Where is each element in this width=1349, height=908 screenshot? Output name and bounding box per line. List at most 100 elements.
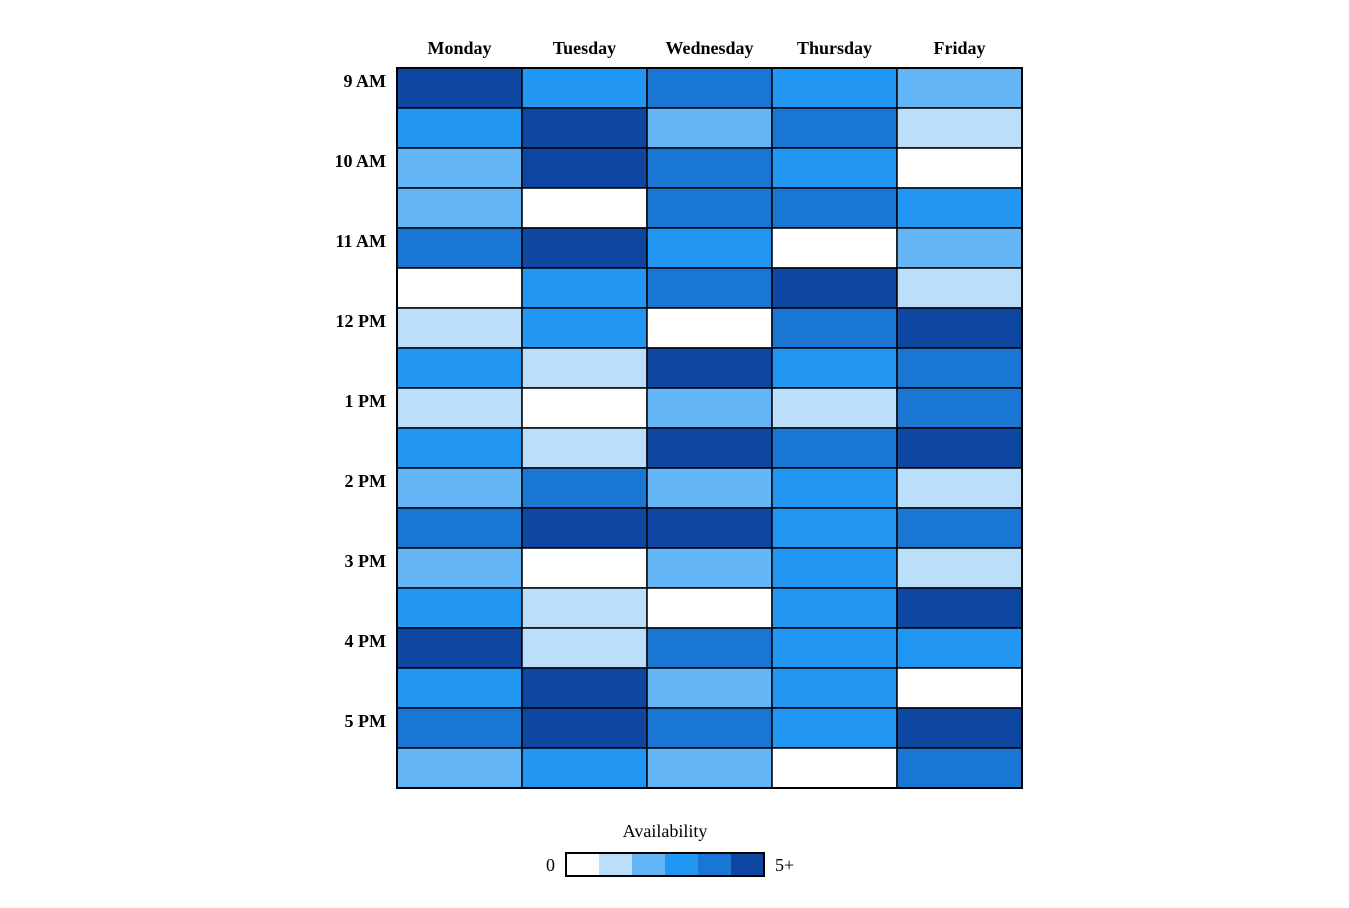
legend-swatch: [566, 853, 600, 876]
time-row-labels: 9 AM 10 AM 11 AM 12 PM 1 PM 2 PM 3 PM 4 PM 5 PM: [335, 71, 387, 731]
heatmap-cell: [646, 667, 773, 709]
heatmap-cell: [896, 107, 1023, 149]
heatmap-cell: [521, 307, 648, 349]
time-label: 4 PM: [345, 631, 386, 651]
heatmap-cell: [771, 187, 898, 229]
heatmap-cell: [646, 467, 773, 509]
heatmap-cell: [646, 547, 773, 589]
heatmap-cell: [896, 427, 1023, 469]
heatmap-cell: [646, 187, 773, 229]
heatmap-cell: [396, 227, 523, 269]
legend-swatch: [599, 853, 633, 876]
heatmap-cell: [646, 587, 773, 629]
heatmap-cell: [771, 507, 898, 549]
heatmap-cell: [396, 627, 523, 669]
time-label: 2 PM: [345, 471, 386, 491]
heatmap-cell: [396, 387, 523, 429]
heatmap-cell: [396, 347, 523, 389]
legend-swatch: [632, 853, 666, 876]
heatmap-cell: [771, 427, 898, 469]
time-label: 11 AM: [335, 231, 386, 251]
time-label: 5 PM: [345, 711, 386, 731]
heatmap-cell: [396, 747, 523, 789]
heatmap-cell: [896, 267, 1023, 309]
heatmap-cell: [771, 387, 898, 429]
heatmap-cell: [646, 387, 773, 429]
legend-border: [565, 852, 765, 877]
day-label: Friday: [934, 38, 986, 58]
heatmap-cell: [521, 67, 648, 109]
heatmap-cell: [396, 147, 523, 189]
heatmap-cell: [646, 507, 773, 549]
heatmap-cell: [646, 147, 773, 189]
heatmap-cell: [521, 427, 648, 469]
heatmap-cell: [521, 507, 648, 549]
heatmap-cell: [771, 347, 898, 389]
heatmap-cell: [521, 587, 648, 629]
heatmap-cell: [521, 387, 648, 429]
day-label: Tuesday: [553, 38, 616, 58]
heatmap-cell: [646, 347, 773, 389]
legend-max-label: 5+: [775, 855, 794, 875]
heatmap-cell: [896, 307, 1023, 349]
time-label: 10 AM: [335, 151, 387, 171]
heatmap-cell: [521, 467, 648, 509]
heatmap-cell: [646, 267, 773, 309]
heatmap-cell: [396, 587, 523, 629]
heatmap-cell: [771, 107, 898, 149]
heatmap-cell: [771, 307, 898, 349]
heatmap-cell: [646, 307, 773, 349]
heatmap-cell: [646, 627, 773, 669]
heatmap-cell: [771, 587, 898, 629]
heatmap-cells: [396, 67, 1023, 789]
heatmap-cell: [396, 267, 523, 309]
heatmap-cell: [396, 107, 523, 149]
heatmap-cell: [521, 107, 648, 149]
heatmap-cell: [521, 627, 648, 669]
time-label: 3 PM: [345, 551, 386, 571]
heatmap-cell: [521, 227, 648, 269]
heatmap-cell: [396, 547, 523, 589]
heatmap-cell: [521, 747, 648, 789]
heatmap-cell: [396, 707, 523, 749]
heatmap-cell: [771, 747, 898, 789]
heatmap-cell: [646, 747, 773, 789]
heatmap-cell: [771, 67, 898, 109]
heatmap-cell: [396, 467, 523, 509]
legend-swatch: [731, 853, 765, 876]
day-label: Wednesday: [665, 38, 753, 58]
heatmap-cell: [521, 147, 648, 189]
heatmap-cell: [771, 227, 898, 269]
half-hour-dividers: [397, 107, 1022, 749]
heatmap-cell: [771, 707, 898, 749]
heatmap-cell: [896, 547, 1023, 589]
day-column-labels: Monday Tuesday Wednesday Thursday Friday: [427, 38, 985, 58]
day-label: Thursday: [797, 38, 872, 58]
heatmap-cell: [771, 147, 898, 189]
heatmap-cell: [896, 347, 1023, 389]
legend: Availability 0 5+: [546, 821, 794, 877]
grid-border: [396, 67, 1023, 789]
heatmap-cell: [396, 507, 523, 549]
heatmap-cell: [896, 747, 1023, 789]
heatmap-cell: [896, 67, 1023, 109]
day-label: Monday: [427, 38, 491, 58]
time-label: 12 PM: [336, 311, 386, 331]
heatmap-cell: [396, 307, 523, 349]
heatmap-cell: [896, 587, 1023, 629]
heatmap-cell: [521, 267, 648, 309]
time-label: 1 PM: [345, 391, 386, 411]
heatmap-cell: [896, 227, 1023, 269]
heatmap-cell: [646, 227, 773, 269]
legend-min-label: 0: [546, 855, 555, 875]
heatmap-cell: [896, 707, 1023, 749]
heatmap-cell: [396, 187, 523, 229]
time-label: 9 AM: [344, 71, 387, 91]
heatmap-cell: [771, 467, 898, 509]
heatmap-cell: [896, 187, 1023, 229]
heatmap-cell: [896, 387, 1023, 429]
heatmap-cell: [396, 427, 523, 469]
heatmap-cell: [771, 667, 898, 709]
heatmap-cell: [396, 67, 523, 109]
